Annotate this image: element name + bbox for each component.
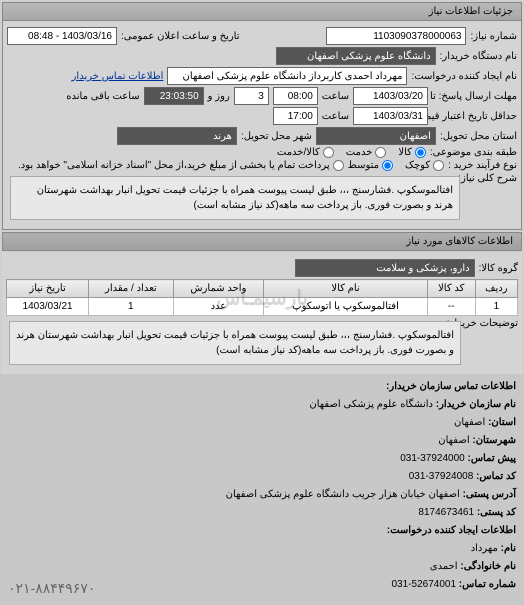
days-label: روز و xyxy=(208,91,230,102)
c-phone: 37924000-031 xyxy=(400,453,465,464)
time-label-2: ساعت xyxy=(322,111,349,122)
col-qty: تعداد / مقدار xyxy=(89,280,173,298)
org-label: نام دستگاه خریدار: xyxy=(440,51,517,62)
days-field: 3 xyxy=(234,87,269,105)
c-prov: اصفهان xyxy=(454,417,485,428)
delivery-prov-field: اصفهان xyxy=(316,127,436,145)
cell-idx: 1 xyxy=(475,298,517,316)
proc-small-option[interactable]: کوچک xyxy=(405,160,444,171)
c-fname-label: نام: xyxy=(501,543,516,554)
deadline-time-field: 08:00 xyxy=(273,87,318,105)
footer-phone: ۰۲۱-۸۸۴۴۹۶۷۰ xyxy=(8,576,95,601)
cat-goods-label: کالا xyxy=(398,147,412,158)
c-addr-label: آدرس پستی: xyxy=(463,489,516,500)
proc-note-label: پرداخت تمام یا بخشی از مبلغ خرید،از محل … xyxy=(18,160,330,171)
c-fax: 37924008-031 xyxy=(409,471,474,482)
category-radio-group: کالا خدمت کالا/خدمت xyxy=(277,147,426,158)
cell-qty: 1 xyxy=(89,298,173,316)
cell-code: -- xyxy=(427,298,475,316)
col-unit: واحد شمارش xyxy=(173,280,264,298)
creator-field: مهرداد احمدی کاربرداز دانشگاه علوم پزشکی… xyxy=(167,67,407,85)
contact-header2: اطلاعات ایجاد کننده درخواست: xyxy=(8,522,516,540)
needs-panel-title: جزئیات اطلاعات نیاز xyxy=(3,3,521,21)
buyer-notes-label: توضیحات خریدار: xyxy=(468,318,518,329)
c-prov-label: استان: xyxy=(488,417,516,428)
c-org-label: نام سازمان خریدار: xyxy=(436,399,516,410)
process-radio-group: کوچک متوسط xyxy=(348,160,444,171)
validity-date-field: 1403/03/31 xyxy=(353,107,428,125)
cell-name: افتالموسکوپ یا اتوسکوپ xyxy=(264,298,428,316)
table-row: 1 -- افتالموسکوپ یا اتوسکوپ عدد 1 1403/0… xyxy=(7,298,518,316)
c-org: دانشگاه علوم پزشکی اصفهان xyxy=(309,399,433,410)
proc-small-radio[interactable] xyxy=(433,160,444,171)
goods-table: ردیف کد کالا نام کالا واحد شمارش تعداد /… xyxy=(6,279,518,316)
goods-panel-title: اطلاعات کالاهای مورد نیاز xyxy=(2,232,522,251)
c-postal: 8174673461 xyxy=(418,507,474,518)
c-lname: احمدی xyxy=(430,561,458,572)
validity-label: حداقل تاریخ اعتبار قیمت: تا تاریخ: xyxy=(432,111,517,122)
col-name: نام کالا xyxy=(264,280,428,298)
table-wrapper: پارسیمـاس ردیف کد کالا نام کالا واحد شما… xyxy=(6,279,518,316)
cat-service-label: خدمت xyxy=(346,147,373,158)
pub-date-label: تاریخ و ساعت اعلان عمومی: xyxy=(121,31,240,42)
c-city: اصفهان xyxy=(438,435,469,446)
deadline-date-field: 1403/03/20 xyxy=(353,87,428,105)
needs-panel-body: شماره نیاز: 1103090378000063 تاریخ و ساع… xyxy=(3,21,521,229)
proc-medium-label: متوسط xyxy=(348,160,379,171)
c-tel: 52674001-031 xyxy=(391,579,456,590)
cat-item-radio[interactable] xyxy=(323,147,334,158)
c-city-label: شهرستان: xyxy=(472,435,516,446)
contact-section: اطلاعات تماس سازمان خریدار: نام سازمان خ… xyxy=(0,374,524,605)
creator-label: نام ایجاد کننده درخواست: xyxy=(411,71,517,82)
deadline-label: مهلت ارسال پاسخ: تا تاریخ: xyxy=(432,91,517,102)
c-lname-label: نام خانوادگی: xyxy=(460,561,516,572)
cat-service-option[interactable]: خدمت xyxy=(346,147,387,158)
delivery-city-label: شهر محل تحویل: xyxy=(241,131,312,142)
table-header-row: ردیف کد کالا نام کالا واحد شمارش تعداد /… xyxy=(7,280,518,298)
c-postal-label: کد پستی: xyxy=(477,507,516,518)
proc-note-option[interactable]: پرداخت تمام یا بخشی از مبلغ خرید،از محل … xyxy=(18,160,344,171)
delivery-city-field: هرند xyxy=(117,127,237,145)
cat-service-radio[interactable] xyxy=(375,147,386,158)
group-label: گروه کالا: xyxy=(479,263,518,274)
req-number-label: شماره نیاز: xyxy=(470,31,517,42)
proc-medium-option[interactable]: متوسط xyxy=(348,160,393,171)
cat-goods-radio[interactable] xyxy=(415,147,426,158)
proc-medium-radio[interactable] xyxy=(382,160,393,171)
contact-header1: اطلاعات تماس سازمان خریدار: xyxy=(8,378,516,396)
org-field: دانشگاه علوم پزشکی اصفهان xyxy=(276,47,436,65)
desc-label: شرح کلی نیاز: xyxy=(467,173,517,184)
proc-note-radio[interactable] xyxy=(333,160,344,171)
proc-small-label: کوچک xyxy=(405,160,430,171)
contact-link[interactable]: اطلاعات تماس خریدار xyxy=(72,71,164,82)
cat-item-label: کالا/خدمت xyxy=(277,147,320,158)
cell-unit: عدد xyxy=(173,298,264,316)
col-code: کد کالا xyxy=(427,280,475,298)
category-label: طبقه بندی موضوعی: xyxy=(430,147,517,158)
goods-panel-body: گروه کالا: دارو، پزشکی و سلامت پارسیمـاس… xyxy=(2,253,522,374)
c-fname: مهرداد xyxy=(471,543,498,554)
remain-label: ساعت باقی مانده xyxy=(66,91,139,102)
cat-item-option[interactable]: کالا/خدمت xyxy=(277,147,334,158)
delivery-prov-label: استان محل تحویل: xyxy=(440,131,517,142)
group-field: دارو، پزشکی و سلامت xyxy=(295,259,475,277)
cat-goods-option[interactable]: کالا xyxy=(398,147,426,158)
c-fax-label: کد تماس: xyxy=(476,471,516,482)
col-date: تاریخ نیاز xyxy=(7,280,89,298)
remain-time-field: 23:03:50 xyxy=(144,87,204,105)
cell-date: 1403/03/21 xyxy=(7,298,89,316)
validity-time-field: 17:00 xyxy=(273,107,318,125)
c-addr: اصفهان خیابان هزار جریب دانشگاه علوم پزش… xyxy=(226,489,460,500)
needs-panel: جزئیات اطلاعات نیاز شماره نیاز: 11030903… xyxy=(2,2,522,230)
req-number-field: 1103090378000063 xyxy=(326,27,466,45)
pub-date-field: 1403/03/16 - 08:48 xyxy=(7,27,117,45)
col-idx: ردیف xyxy=(475,280,517,298)
buyer-notes-text: افتالموسکوپ .فشارسنج ،،، طبق لیست پیوست … xyxy=(9,321,461,365)
process-label: نوع فرآیند خرید : xyxy=(448,160,517,171)
desc-text: افتالموسکوپ .فشارسنج ،،، طبق لیست پیوست … xyxy=(10,176,460,220)
c-phone-label: پیش تماس: xyxy=(468,453,516,464)
time-label-1: ساعت xyxy=(322,91,349,102)
c-tel-label: شماره تماس: xyxy=(459,579,516,590)
